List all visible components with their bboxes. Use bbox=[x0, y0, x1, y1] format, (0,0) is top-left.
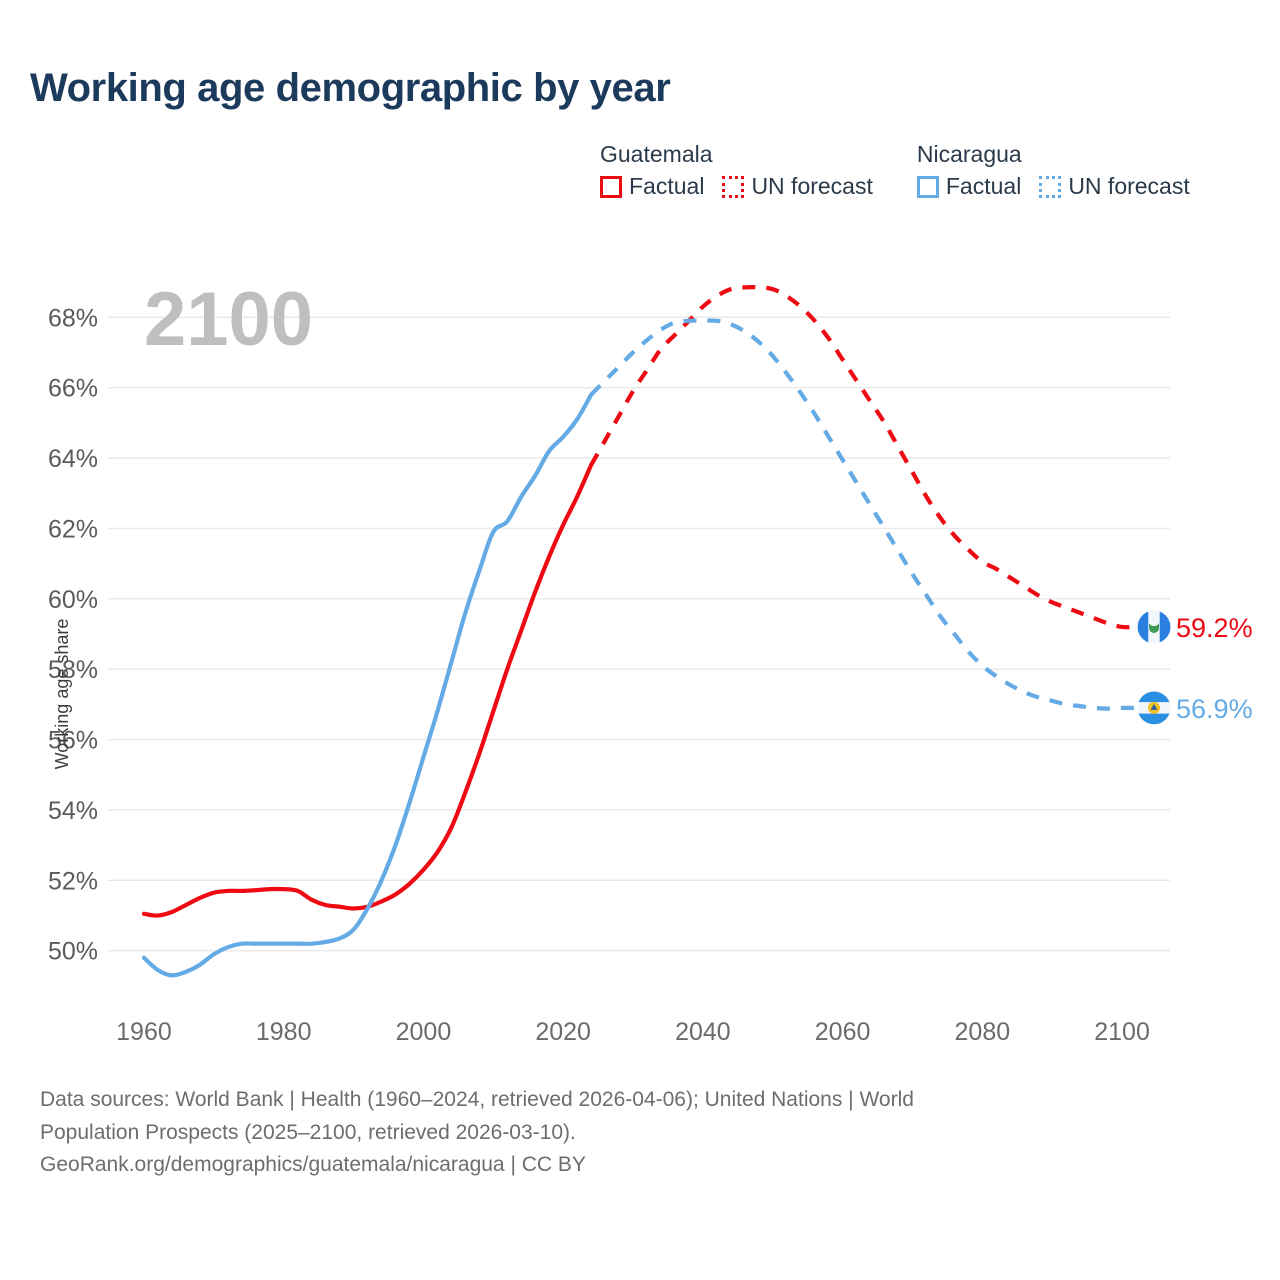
footer-line-1: Data sources: World Bank | Health (1960–… bbox=[40, 1088, 914, 1111]
legend-swatch-solid-icon bbox=[600, 175, 622, 198]
x-axis-tick-label: 2080 bbox=[955, 1018, 1011, 1046]
legend-country-label: Nicaragua bbox=[916, 141, 1022, 167]
x-axis-tick-label: 2060 bbox=[815, 1018, 871, 1046]
series-line-forecast-nicaragua bbox=[589, 318, 1137, 711]
legend-row: Factual UN forecast bbox=[600, 173, 873, 200]
legend-group-guatemala: Guatemala Factual UN forecast bbox=[600, 141, 873, 200]
guatemala-flag-icon bbox=[1136, 609, 1172, 645]
legend-swatch-solid-icon bbox=[916, 175, 939, 198]
end-markers: 59.2% 56.9% bbox=[1136, 609, 1253, 726]
series-line-factual-guatemala bbox=[141, 462, 594, 918]
x-axis-tick-label: 1980 bbox=[256, 1018, 312, 1046]
y-axis-tick-label: 58% bbox=[48, 656, 98, 684]
nicaragua-flag-icon bbox=[1136, 690, 1172, 726]
flag-ring bbox=[1136, 690, 1172, 726]
y-axis-tick-label: 56% bbox=[48, 727, 98, 755]
series-lines bbox=[141, 285, 1137, 978]
flag-emblem bbox=[1149, 622, 1160, 633]
x-axis-tick-label: 2000 bbox=[396, 1018, 452, 1046]
footer-sources: Data sources: World Bank | Health (1960–… bbox=[40, 1084, 1220, 1182]
legend-entry-nicaragua-factual[interactable]: Factual bbox=[916, 173, 1022, 200]
page-title: Working age demographic by year bbox=[30, 66, 671, 110]
y-axis-tick-label: 60% bbox=[48, 586, 98, 614]
legend-swatch-dotted-icon bbox=[722, 175, 745, 198]
legend-swatch-dotted-icon bbox=[1039, 175, 1062, 198]
legend-country-label: Guatemala bbox=[600, 141, 713, 167]
legend-row: Factual UN forecast bbox=[916, 173, 1190, 200]
y-axis-tick-label: 62% bbox=[48, 515, 98, 543]
x-axis-tick-label: 2040 bbox=[675, 1018, 731, 1046]
x-axis-tick-label: 2020 bbox=[535, 1018, 591, 1046]
series-line-forecast-guatemala bbox=[589, 285, 1137, 630]
footer-line-3[interactable]: GeoRank.org/demographics/guatemala/nicar… bbox=[40, 1153, 586, 1177]
y-axis-title: Working age share bbox=[52, 619, 72, 770]
legend-entry-label: UN forecast bbox=[1068, 173, 1190, 200]
x-axis-tick-label: 1960 bbox=[116, 1018, 172, 1046]
legend-entry-label: UN forecast bbox=[751, 173, 873, 200]
y-axis-tick-label: 50% bbox=[48, 938, 98, 966]
y-axis-tick-label: 54% bbox=[48, 797, 98, 825]
x-axis-tick-label: 2100 bbox=[1094, 1018, 1150, 1046]
legend-entry-label: Factual bbox=[629, 173, 705, 200]
flag-stripe-bottom bbox=[1137, 713, 1172, 725]
legend-entry-label: Factual bbox=[945, 173, 1022, 200]
y-axis-tick-label: 66% bbox=[48, 375, 98, 403]
series-line-factual-nicaragua bbox=[141, 392, 594, 978]
y-axis-tick-label: 68% bbox=[48, 304, 98, 332]
legend-group-nicaragua: Nicaragua Factual UN forecast bbox=[916, 141, 1190, 200]
flag-stripe-right bbox=[1159, 609, 1172, 644]
x-axis-tick-labels: 1960 1980 2000 2020 2040 2060 2080 2100 bbox=[116, 1018, 1150, 1046]
legend-entry-guatemala-factual[interactable]: Factual bbox=[600, 173, 704, 200]
flag-stripe-top bbox=[1137, 690, 1172, 703]
year-watermark: 2100 bbox=[144, 277, 313, 362]
legend-entry-nicaragua-forecast[interactable]: UN forecast bbox=[1039, 173, 1190, 200]
legend-entry-guatemala-forecast[interactable]: UN forecast bbox=[722, 173, 873, 200]
footer-line-2: Population Prospects (2025–2100, retriev… bbox=[40, 1120, 576, 1144]
flag-ring bbox=[1136, 609, 1172, 645]
y-axis-tick-label: 52% bbox=[48, 867, 98, 895]
end-value-label-guatemala: 59.2% bbox=[1176, 613, 1253, 643]
flag-emblem-triangle bbox=[1150, 703, 1158, 710]
chart-legend: Guatemala Factual UN forecast Nicaragua … bbox=[600, 141, 1190, 200]
y-axis-tick-labels: 50% 52% 54% 56% 58% 60% 62% 64% 66% 68% bbox=[48, 304, 98, 965]
end-value-label-nicaragua: 56.9% bbox=[1176, 694, 1253, 724]
flag-stripe-left bbox=[1137, 609, 1149, 644]
gridlines bbox=[108, 316, 1170, 952]
y-axis-tick-label: 64% bbox=[48, 445, 98, 473]
